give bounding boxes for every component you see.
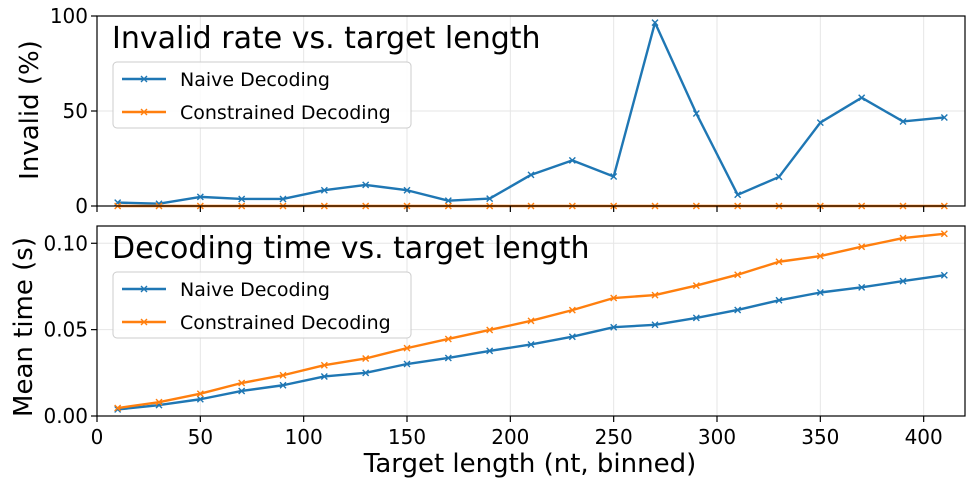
data-point <box>816 252 824 260</box>
data-point <box>940 113 948 121</box>
x-tick-label: 100 <box>285 425 323 449</box>
data-point <box>238 195 246 203</box>
axes-frame <box>96 225 966 417</box>
x-tick-label: 250 <box>595 425 633 449</box>
y-tick-label: 50 <box>63 99 88 123</box>
y-tick-label: 0.00 <box>43 404 88 428</box>
data-point <box>651 321 659 329</box>
x-tick-label: 200 <box>491 425 529 449</box>
legend-marker <box>140 75 148 83</box>
legend-box <box>112 61 412 129</box>
data-point <box>279 381 287 389</box>
data-point <box>858 243 866 251</box>
data-point <box>279 371 287 379</box>
data-point <box>486 195 494 203</box>
data-point <box>734 306 742 314</box>
invalid-rate-panel: 0 50 100 Invalid rate vs. target length In… <box>15 4 966 218</box>
data-point <box>403 360 411 368</box>
data-point <box>858 94 866 102</box>
legend-marker <box>140 108 148 116</box>
data-point <box>899 117 907 125</box>
data-point <box>238 379 246 387</box>
x-axis-label: Target length (nt, binned) <box>363 449 697 479</box>
data-point <box>444 335 452 343</box>
data-point <box>362 181 370 189</box>
data-point <box>527 317 535 325</box>
data-point <box>196 390 204 398</box>
data-point <box>196 193 204 201</box>
data-point <box>899 234 907 242</box>
x-tick-label: 50 <box>188 425 213 449</box>
x-tick-label: 350 <box>801 425 839 449</box>
data-point <box>320 361 328 369</box>
chart-title: Invalid rate vs. target length <box>112 21 541 56</box>
x-tick-label: 0 <box>91 425 104 449</box>
data-point <box>279 195 287 203</box>
legend-marker <box>140 285 148 293</box>
y-tick-label: 100 <box>50 4 88 28</box>
legend-box <box>112 271 412 339</box>
data-point <box>320 372 328 380</box>
data-point <box>734 191 742 199</box>
legend: Naive Decoding Constrained Decoding <box>112 271 412 339</box>
y-axis-label: Invalid (%) <box>15 40 45 180</box>
data-point <box>775 258 783 266</box>
data-point <box>940 230 948 238</box>
data-point <box>610 323 618 331</box>
legend-label: Naive Decoding <box>180 69 330 91</box>
data-point <box>320 186 328 194</box>
data-point <box>486 326 494 334</box>
data-point <box>610 294 618 302</box>
data-point <box>527 171 535 179</box>
legend: Naive Decoding Constrained Decoding <box>112 61 412 129</box>
data-point <box>775 296 783 304</box>
data-point <box>692 282 700 290</box>
legend-label: Constrained Decoding <box>180 312 391 334</box>
data-point <box>899 277 907 285</box>
data-point <box>238 387 246 395</box>
decoding-time-panel: 0.00 0.05 0.10 0 50 100 150 200 250 300 350 400 Dec… <box>9 225 966 479</box>
data-point <box>734 271 742 279</box>
data-point <box>568 306 576 314</box>
data-point <box>527 340 535 348</box>
data-point <box>444 354 452 362</box>
data-point <box>114 404 122 412</box>
data-point <box>816 119 824 127</box>
ticks: 0.00 0.05 0.10 0 50 100 150 200 250 300 350 400 <box>43 231 942 449</box>
chart-title: Decoding time vs. target length <box>112 231 590 266</box>
data-point <box>196 395 204 403</box>
data-point <box>692 109 700 117</box>
y-axis-label: Mean time (s) <box>9 237 39 417</box>
data-point <box>651 19 659 27</box>
y-tick-label: 0.05 <box>43 318 88 342</box>
x-tick-label: 300 <box>698 425 736 449</box>
data-point <box>692 314 700 322</box>
data-point <box>568 333 576 341</box>
data-point <box>403 344 411 352</box>
data-point <box>362 369 370 377</box>
data-point <box>651 291 659 299</box>
y-tick-label: 0.10 <box>43 231 88 255</box>
data-point <box>486 347 494 355</box>
data-point <box>775 173 783 181</box>
y-tick-label: 0 <box>75 194 88 218</box>
data-point <box>155 398 163 406</box>
data-point <box>444 197 452 205</box>
series-group <box>114 230 948 413</box>
data-point <box>816 289 824 296</box>
data-point <box>940 271 948 279</box>
ticks: 0 50 100 <box>50 4 925 218</box>
legend-marker <box>140 318 148 326</box>
data-point <box>610 173 618 181</box>
data-point <box>568 156 576 164</box>
legend-label: Naive Decoding <box>180 279 330 301</box>
data-point <box>858 283 866 291</box>
data-point <box>403 186 411 194</box>
x-tick-label: 150 <box>388 425 426 449</box>
data-point <box>362 354 370 362</box>
legend-label: Constrained Decoding <box>180 102 391 124</box>
x-tick-label: 400 <box>905 425 943 449</box>
